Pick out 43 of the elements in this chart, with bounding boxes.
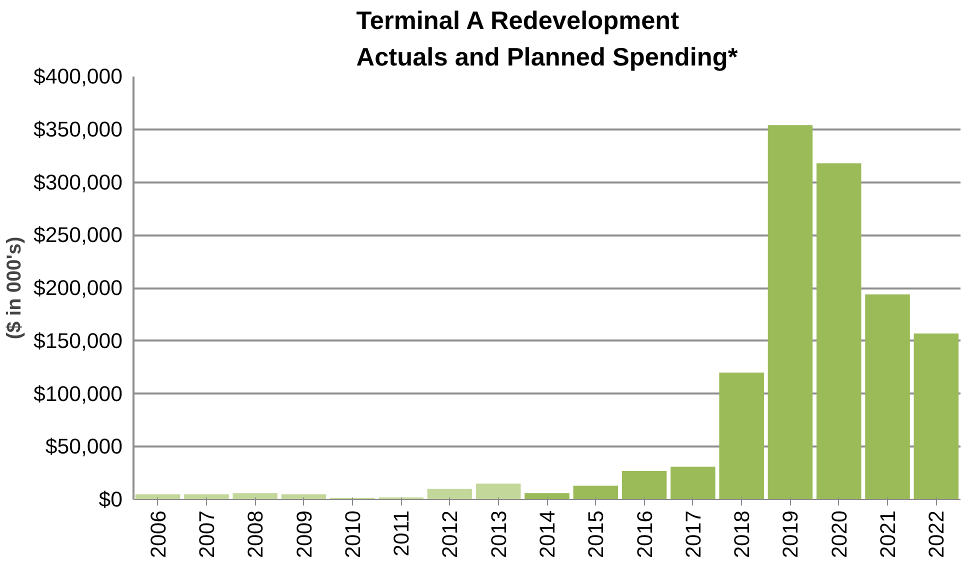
y-tick-label: $400,000 — [34, 64, 123, 88]
x-tick-label: 2020 — [827, 510, 852, 558]
bar — [816, 163, 862, 500]
bar — [232, 493, 278, 500]
chart-title: Terminal A Redevelopment Actuals and Planned Spending* — [356, 7, 738, 72]
bar — [524, 493, 570, 500]
y-tick-label: $100,000 — [34, 382, 123, 406]
bar — [427, 488, 472, 500]
y-tick-label: $0 — [98, 488, 123, 512]
x-tick-label: 2009 — [292, 510, 316, 558]
y-tick-label: $150,000 — [34, 328, 123, 353]
x-tick-label: 2006 — [146, 510, 170, 558]
y-tick-label: $250,000 — [34, 223, 123, 248]
y-axis-title: ($ in 000's) — [4, 236, 26, 340]
bar — [719, 372, 764, 500]
x-tick-label: 2012 — [438, 510, 462, 558]
bar — [622, 470, 667, 500]
bar — [184, 494, 229, 500]
y-tick-label: $350,000 — [34, 117, 123, 142]
x-tick-label: 2016 — [632, 510, 657, 558]
x-tick-label: 2019 — [778, 510, 803, 558]
x-tick-label: 2017 — [681, 510, 706, 558]
x-tick-label: 2011 — [390, 510, 414, 556]
x-tick-label: 2010 — [340, 510, 365, 558]
x-tick-label: 2022 — [924, 510, 949, 558]
x-tick-label: 2014 — [536, 510, 560, 558]
x-tick-label: 2018 — [730, 510, 754, 558]
x-tick-label: 2013 — [486, 510, 511, 558]
y-tick-label: $50,000 — [45, 434, 123, 459]
bar — [573, 486, 618, 500]
bar — [476, 484, 521, 500]
x-tick-label: 2007 — [194, 510, 219, 558]
bar — [768, 125, 813, 500]
x-tick-label: 2021 — [876, 510, 900, 558]
bar — [670, 466, 716, 500]
y-tick-label: $300,000 — [34, 170, 123, 194]
bar — [914, 333, 959, 500]
bar — [135, 494, 180, 500]
y-tick-label: $200,000 — [34, 276, 123, 300]
bar — [865, 294, 910, 500]
x-tick-label: 2008 — [244, 510, 268, 558]
bar — [281, 494, 326, 500]
x-tick-label: 2015 — [584, 510, 608, 558]
